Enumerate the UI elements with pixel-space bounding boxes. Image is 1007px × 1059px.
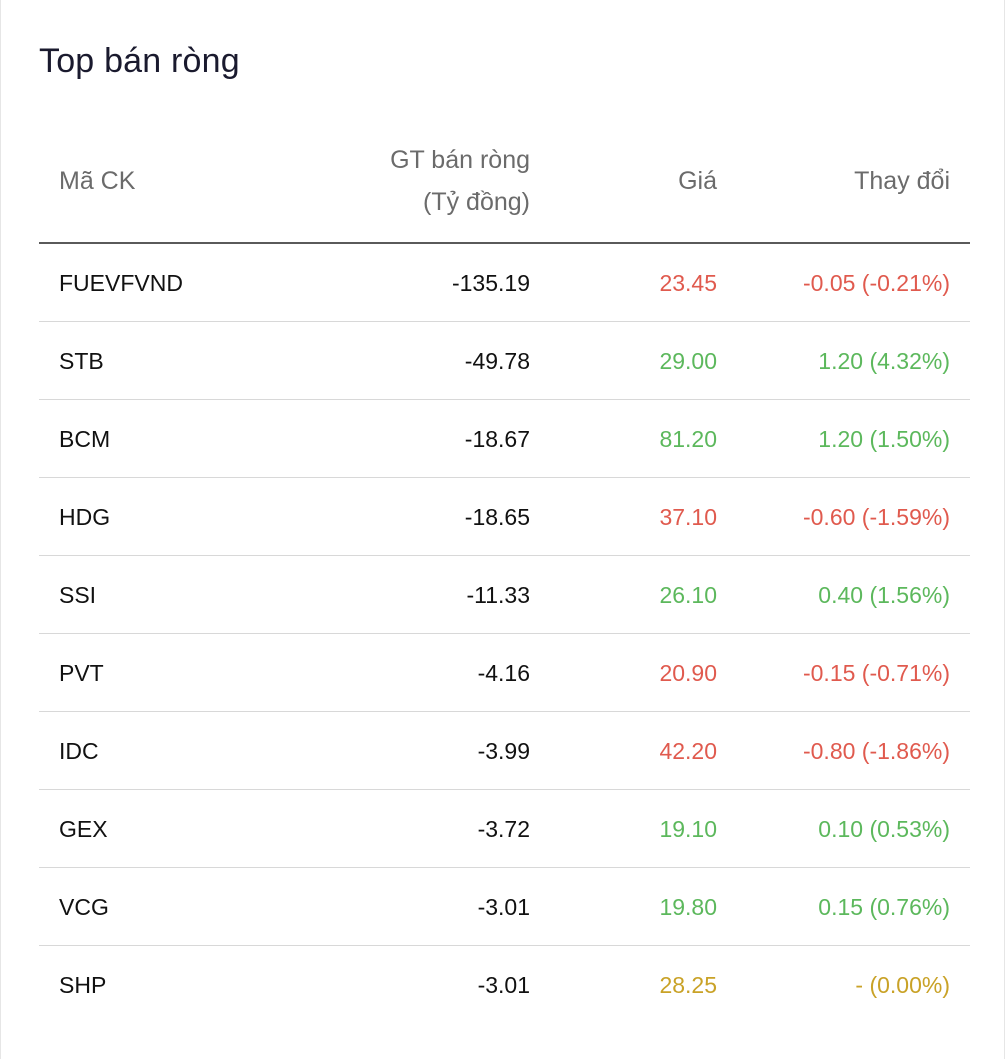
table-row[interactable]: STB -49.78 29.00 1.20 (4.32%) [39,322,970,400]
row-price: 29.00 [659,348,717,374]
header-price[interactable]: Giá [678,167,717,195]
header-net-sell-value[interactable]: GT bán ròng (Tỷ đồng) [390,139,530,223]
row-price: 19.10 [659,816,717,842]
table-row[interactable]: BCM -18.67 81.20 1.20 (1.50%) [39,400,970,478]
row-price: 28.25 [659,972,717,998]
row-net-sell-value: -18.67 [464,426,530,452]
table-row[interactable]: SSI -11.33 26.10 0.40 (1.56%) [39,556,970,634]
table-row[interactable]: IDC -3.99 42.20 -0.80 (-1.86%) [39,712,970,790]
row-symbol[interactable]: SSI [59,582,97,608]
row-net-sell-value: -49.78 [464,348,530,374]
row-change: 0.10 (0.53%) [818,816,950,842]
row-symbol[interactable]: HDG [59,504,111,530]
row-symbol[interactable]: BCM [59,426,111,452]
table-row[interactable]: PVT -4.16 20.90 -0.15 (-0.71%) [39,634,970,712]
row-price: 81.20 [659,426,717,452]
row-symbol[interactable]: STB [59,348,104,374]
row-change: -0.15 (-0.71%) [802,660,950,686]
row-net-sell-value: -11.33 [466,582,530,608]
card-title: Top bán ròng [39,42,240,80]
row-price: 19.80 [659,894,717,920]
table-header: Mã CK GT bán ròng (Tỷ đồng) Giá Thay đổi [39,128,970,244]
row-price: 26.10 [659,582,717,608]
header-change[interactable]: Thay đổi [854,167,950,195]
row-change: -0.05 (-0.21%) [802,270,950,296]
row-net-sell-value: -135.19 [451,270,530,296]
row-change: 0.15 (0.76%) [818,894,950,920]
row-change: - (0.00%) [855,972,950,998]
row-change: 0.40 (1.56%) [818,582,950,608]
row-symbol[interactable]: VCG [59,894,109,920]
row-net-sell-value: -18.65 [464,504,530,530]
table-row[interactable]: HDG -18.65 37.10 -0.60 (-1.59%) [39,478,970,556]
row-change: 1.20 (4.32%) [818,348,950,374]
table-row[interactable]: VCG -3.01 19.80 0.15 (0.76%) [39,868,970,946]
row-symbol[interactable]: FUEVFVND [59,270,183,296]
table-row[interactable]: FUEVFVND -135.19 23.45 -0.05 (-0.21%) [39,244,970,322]
row-net-sell-value: -3.01 [477,972,530,998]
row-change: -0.60 (-1.59%) [802,504,950,530]
row-symbol[interactable]: IDC [59,738,99,764]
header-symbol[interactable]: Mã CK [59,167,136,195]
row-price: 42.20 [659,738,717,764]
row-symbol[interactable]: SHP [59,972,107,998]
row-net-sell-value: -3.72 [477,816,530,842]
row-net-sell-value: -3.01 [477,894,530,920]
table-body: FUEVFVND -135.19 23.45 -0.05 (-0.21%) STB -49… [39,244,970,1024]
row-price: 23.45 [659,270,717,296]
header-net-sell-value-line1: GT bán ròng [390,146,530,174]
table-row[interactable]: GEX -3.72 19.10 0.10 (0.53%) [39,790,970,868]
row-change: 1.20 (1.50%) [818,426,950,452]
net-sell-table: Mã CK GT bán ròng (Tỷ đồng) Giá Thay đổi… [39,128,970,1024]
row-net-sell-value: -4.16 [477,660,530,686]
row-symbol[interactable]: PVT [59,660,104,686]
row-symbol[interactable]: GEX [59,816,108,842]
row-price: 37.10 [659,504,717,530]
header-net-sell-value-line2: (Tỷ đồng) [423,188,530,216]
table-row[interactable]: SHP -3.01 28.25 - (0.00%) [39,946,970,1024]
row-change: -0.80 (-1.86%) [802,738,950,764]
row-price: 20.90 [659,660,717,686]
row-net-sell-value: -3.99 [477,738,530,764]
